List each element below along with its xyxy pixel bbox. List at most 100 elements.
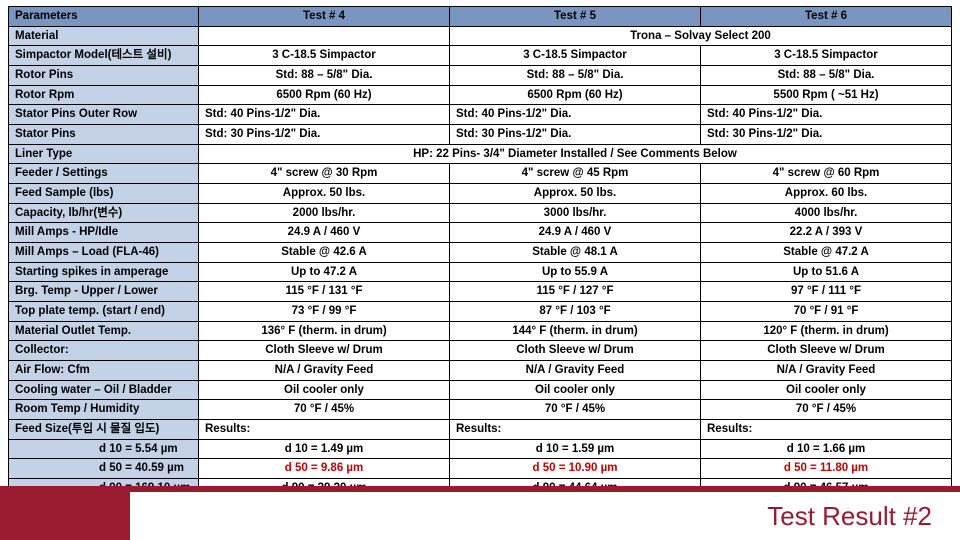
value-cell: Std: 30 Pins-1/2" Dia.: [450, 125, 701, 145]
value-cell: 70 °F / 45%: [199, 400, 450, 420]
param-cell: Liner Type: [9, 144, 199, 164]
table-row: Feed Sample (lbs)Approx. 50 lbs.Approx. …: [9, 184, 952, 204]
footer-color-block: [0, 492, 130, 540]
value-cell: Std: 30 Pins-1/2" Dia.: [701, 125, 952, 145]
value-cell: 4000 lbs/hr.: [701, 203, 952, 223]
param-cell: Rotor Pins: [9, 66, 199, 86]
value-cell: Std: 88 – 5/8" Dia.: [199, 66, 450, 86]
value-cell: 97 °F / 111 °F: [701, 282, 952, 302]
value-cell: 3 C-18.5 Simpactor: [450, 46, 701, 66]
value-cell: N/A / Gravity Feed: [701, 361, 952, 381]
value-cell: 4" screw @ 60 Rpm: [701, 164, 952, 184]
footer-title: Test Result #2: [130, 492, 960, 540]
value-cell: 6500 Rpm (60 Hz): [450, 85, 701, 105]
param-cell: d 10 = 5.54 µm: [9, 439, 199, 459]
table-row: Material Outlet Temp.136° F (therm. in d…: [9, 321, 952, 341]
table-row: Capacity, lb/hr(변수)2000 lbs/hr.3000 lbs/…: [9, 203, 952, 223]
table-row: Simpactor Model(테스트 설비)3 C-18.5 Simpacto…: [9, 46, 952, 66]
value-cell: Approx. 50 lbs.: [450, 184, 701, 204]
value-cell: Up to 51.6 A: [701, 262, 952, 282]
merged-cell: HP: 22 Pins- 3/4" Diameter Installed / S…: [199, 144, 952, 164]
table-row: Feed Size(투입 시 물질 입도)Results:Results:Res…: [9, 420, 952, 440]
value-cell: 3 C-18.5 Simpactor: [701, 46, 952, 66]
value-cell: Up to 47.2 A: [199, 262, 450, 282]
value-cell: d 10 = 1.49 µm: [199, 439, 450, 459]
value-cell: Std: 30 Pins-1/2" Dia.: [199, 125, 450, 145]
table-row: Stator PinsStd: 30 Pins-1/2" Dia.Std: 30…: [9, 125, 952, 145]
table-row: d 50 = 40.59 µmd 50 = 9.86 µmd 50 = 10.9…: [9, 459, 952, 479]
param-cell: Collector:: [9, 341, 199, 361]
empty-cell: [199, 26, 450, 46]
table-row: Starting spikes in amperageUp to 47.2 AU…: [9, 262, 952, 282]
value-cell: 4" screw @ 30 Rpm: [199, 164, 450, 184]
value-cell: 73 °F / 99 °F: [199, 302, 450, 322]
table-row: Rotor PinsStd: 88 – 5/8" Dia.Std: 88 – 5…: [9, 66, 952, 86]
table-row: Top plate temp. (start / end)73 °F / 99 …: [9, 302, 952, 322]
value-cell: Oil cooler only: [199, 380, 450, 400]
param-cell: Stator Pins: [9, 125, 199, 145]
value-cell: 24.9 A / 460 V: [450, 223, 701, 243]
value-cell: Std: 40 Pins-1/2" Dia.: [199, 105, 450, 125]
footer-band: Test Result #2: [0, 486, 960, 540]
value-cell: Results:: [199, 420, 450, 440]
param-cell: Feed Sample (lbs): [9, 184, 199, 204]
param-cell: Room Temp / Humidity: [9, 400, 199, 420]
table-row: Stator Pins Outer RowStd: 40 Pins-1/2" D…: [9, 105, 952, 125]
value-cell: Stable @ 42.6 A: [199, 243, 450, 263]
table-row: d 10 = 5.54 µmd 10 = 1.49 µmd 10 = 1.59 …: [9, 439, 952, 459]
col-test6: Test # 6: [701, 7, 952, 27]
value-cell: Cloth Sleeve w/ Drum: [450, 341, 701, 361]
value-cell: N/A / Gravity Feed: [199, 361, 450, 381]
value-cell: Up to 55.9 A: [450, 262, 701, 282]
table-row: Room Temp / Humidity70 °F / 45%70 °F / 4…: [9, 400, 952, 420]
value-cell: 6500 Rpm (60 Hz): [199, 85, 450, 105]
param-cell: Starting spikes in amperage: [9, 262, 199, 282]
table-row: Cooling water – Oil / BladderOil cooler …: [9, 380, 952, 400]
value-cell: Cloth Sleeve w/ Drum: [199, 341, 450, 361]
table-row: Feeder / Settings4" screw @ 30 Rpm 4" scr…: [9, 164, 952, 184]
param-cell: Mill Amps - HP/Idle: [9, 223, 199, 243]
value-cell: Cloth Sleeve w/ Drum: [701, 341, 952, 361]
value-cell: Results:: [701, 420, 952, 440]
param-cell: Simpactor Model(테스트 설비): [9, 46, 199, 66]
value-cell: 22.2 A / 393 V: [701, 223, 952, 243]
value-cell: d 50 = 11.80 µm: [701, 459, 952, 479]
value-cell: Std: 40 Pins-1/2" Dia.: [701, 105, 952, 125]
col-parameters: Parameters: [9, 7, 199, 27]
header-row: Parameters Test # 4 Test # 5 Test # 6: [9, 7, 952, 27]
value-cell: Stable @ 48.1 A: [450, 243, 701, 263]
param-cell: Feeder / Settings: [9, 164, 199, 184]
table-row: Liner TypeHP: 22 Pins- 3/4" Diameter Ins…: [9, 144, 952, 164]
merged-cell: Trona – Solvay Select 200: [450, 26, 952, 46]
value-cell: 136° F (therm. in drum): [199, 321, 450, 341]
value-cell: 70 °F / 45%: [450, 400, 701, 420]
param-cell: Stator Pins Outer Row: [9, 105, 199, 125]
value-cell: Stable @ 47.2 A: [701, 243, 952, 263]
value-cell: 115 °F / 131 °F: [199, 282, 450, 302]
value-cell: Std: 88 – 5/8" Dia.: [701, 66, 952, 86]
table-row: Rotor Rpm6500 Rpm (60 Hz)6500 Rpm (60 Hz…: [9, 85, 952, 105]
col-test5: Test # 5: [450, 7, 701, 27]
value-cell: Std: 40 Pins-1/2" Dia.: [450, 105, 701, 125]
value-cell: 5500 Rpm ( ~51 Hz): [701, 85, 952, 105]
value-cell: d 50 = 10.90 µm: [450, 459, 701, 479]
param-cell: Capacity, lb/hr(변수): [9, 203, 199, 223]
value-cell: N/A / Gravity Feed: [450, 361, 701, 381]
param-cell: Material Outlet Temp.: [9, 321, 199, 341]
col-test4: Test # 4: [199, 7, 450, 27]
value-cell: 3 C-18.5 Simpactor: [199, 46, 450, 66]
value-cell: Approx. 50 lbs.: [199, 184, 450, 204]
table-row: Mill Amps - HP/Idle24.9 A / 460 V24.9 A …: [9, 223, 952, 243]
value-cell: 3000 lbs/hr.: [450, 203, 701, 223]
value-cell: Oil cooler only: [701, 380, 952, 400]
value-cell: 24.9 A / 460 V: [199, 223, 450, 243]
value-cell: Results:: [450, 420, 701, 440]
param-cell: Air Flow: Cfm: [9, 361, 199, 381]
value-cell: 70 °F / 45%: [701, 400, 952, 420]
value-cell: 87 °F / 103 °F: [450, 302, 701, 322]
results-table: Parameters Test # 4 Test # 5 Test # 6 Ma…: [8, 6, 952, 518]
value-cell: Oil cooler only: [450, 380, 701, 400]
value-cell: d 50 = 9.86 µm: [199, 459, 450, 479]
results-table-container: Parameters Test # 4 Test # 5 Test # 6 Ma…: [0, 0, 960, 518]
table-row: Mill Amps – Load (FLA-46)Stable @ 42.6 A…: [9, 243, 952, 263]
